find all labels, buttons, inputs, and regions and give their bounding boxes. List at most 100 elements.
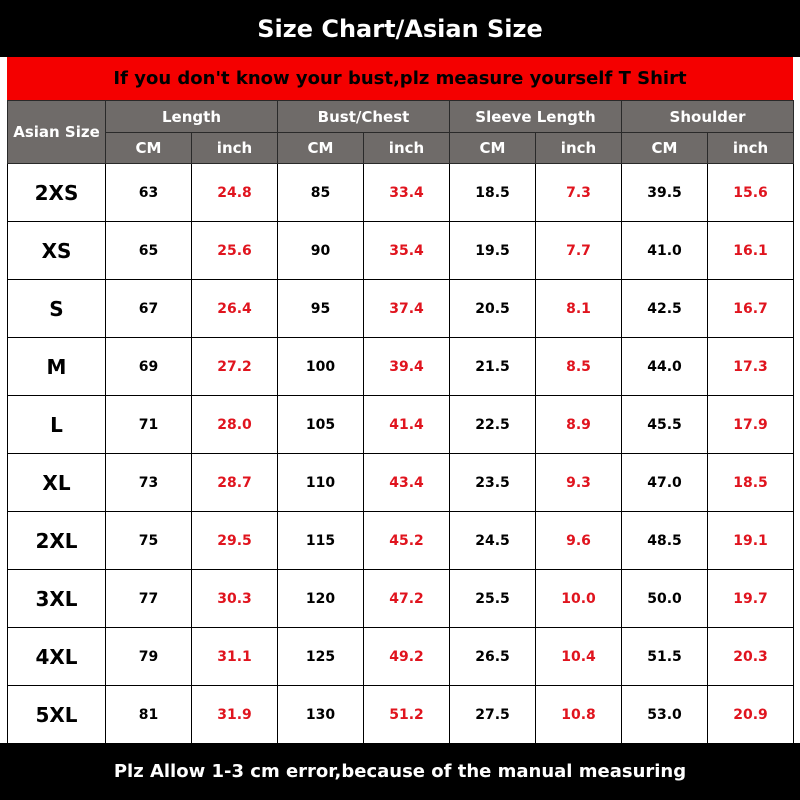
inch-value: 33.4 bbox=[363, 163, 450, 222]
unit-header: inch bbox=[191, 132, 278, 164]
cm-value: 120 bbox=[277, 569, 364, 628]
inch-value: 31.9 bbox=[191, 685, 278, 744]
cm-value: 100 bbox=[277, 337, 364, 396]
size-label: S bbox=[7, 279, 106, 338]
table-row: 2XL 75 29.5 115 45.2 24.5 9.6 48.5 19.1 bbox=[7, 511, 795, 570]
cm-value: 125 bbox=[277, 627, 364, 686]
cm-value: 90 bbox=[277, 221, 364, 280]
size-label: 2XL bbox=[7, 511, 106, 570]
inch-value: 24.8 bbox=[191, 163, 278, 222]
table-row: 4XL 79 31.1 125 49.2 26.5 10.4 51.5 20.3 bbox=[7, 627, 795, 686]
cm-value: 85 bbox=[277, 163, 364, 222]
unit-header: inch bbox=[706, 132, 795, 164]
cm-value: 63 bbox=[105, 163, 192, 222]
cm-value: 26.5 bbox=[449, 627, 536, 686]
inch-value: 39.4 bbox=[363, 337, 450, 396]
cm-value: 115 bbox=[277, 511, 364, 570]
unit-header: CM bbox=[621, 132, 708, 164]
cm-value: 75 bbox=[105, 511, 192, 570]
inch-value: 30.3 bbox=[191, 569, 278, 628]
cm-value: 27.5 bbox=[449, 685, 536, 744]
cm-value: 110 bbox=[277, 453, 364, 512]
inch-value: 17.9 bbox=[706, 395, 795, 454]
cm-value: 71 bbox=[105, 395, 192, 454]
cm-value: 23.5 bbox=[449, 453, 536, 512]
cm-value: 41.0 bbox=[621, 221, 708, 280]
cm-value: 20.5 bbox=[449, 279, 536, 338]
inch-value: 15.6 bbox=[706, 163, 795, 222]
table-row: M 69 27.2 100 39.4 21.5 8.5 44.0 17.3 bbox=[7, 337, 795, 396]
cm-value: 95 bbox=[277, 279, 364, 338]
inch-value: 9.3 bbox=[535, 453, 622, 512]
cm-value: 53.0 bbox=[621, 685, 708, 744]
inch-value: 9.6 bbox=[535, 511, 622, 570]
size-label: 5XL bbox=[7, 685, 106, 744]
cm-value: 105 bbox=[277, 395, 364, 454]
inch-value: 7.3 bbox=[535, 163, 622, 222]
inch-value: 8.9 bbox=[535, 395, 622, 454]
size-table: Asian Size Length Bust/Chest Sleeve Length… bbox=[7, 100, 795, 744]
size-label: XL bbox=[7, 453, 106, 512]
cm-value: 45.5 bbox=[621, 395, 708, 454]
inch-value: 25.6 bbox=[191, 221, 278, 280]
inch-value: 19.7 bbox=[706, 569, 795, 628]
inch-value: 8.1 bbox=[535, 279, 622, 338]
chart-title: Size Chart/Asian Size bbox=[0, 0, 800, 57]
unit-header: CM bbox=[449, 132, 536, 164]
group-header: Shoulder bbox=[620, 100, 795, 133]
inch-value: 35.4 bbox=[363, 221, 450, 280]
cm-value: 69 bbox=[105, 337, 192, 396]
cm-value: 51.5 bbox=[621, 627, 708, 686]
unit-header: inch bbox=[535, 132, 622, 164]
cm-value: 130 bbox=[277, 685, 364, 744]
inch-value: 37.4 bbox=[363, 279, 450, 338]
table-row: XL 73 28.7 110 43.4 23.5 9.3 47.0 18.5 bbox=[7, 453, 795, 512]
inch-value: 49.2 bbox=[363, 627, 450, 686]
inch-value: 19.1 bbox=[706, 511, 795, 570]
inch-value: 28.0 bbox=[191, 395, 278, 454]
inch-value: 41.4 bbox=[363, 395, 450, 454]
size-label: L bbox=[7, 395, 106, 454]
inch-value: 31.1 bbox=[191, 627, 278, 686]
inch-value: 10.8 bbox=[535, 685, 622, 744]
inch-value: 20.9 bbox=[706, 685, 795, 744]
size-label: XS bbox=[7, 221, 106, 280]
cm-value: 42.5 bbox=[621, 279, 708, 338]
cm-value: 65 bbox=[105, 221, 192, 280]
unit-header: inch bbox=[363, 132, 450, 164]
group-header: Bust/Chest bbox=[277, 100, 450, 133]
measure-notice: If you don't know your bust,plz measure … bbox=[7, 57, 793, 100]
inch-value: 10.0 bbox=[535, 569, 622, 628]
size-label: 2XS bbox=[7, 163, 106, 222]
size-label: 4XL bbox=[7, 627, 106, 686]
table-row: S 67 26.4 95 37.4 20.5 8.1 42.5 16.7 bbox=[7, 279, 795, 338]
cm-value: 25.5 bbox=[449, 569, 536, 628]
size-column-header: Asian Size bbox=[7, 100, 106, 164]
inch-value: 43.4 bbox=[363, 453, 450, 512]
cm-value: 50.0 bbox=[621, 569, 708, 628]
cm-value: 19.5 bbox=[449, 221, 536, 280]
inch-value: 10.4 bbox=[535, 627, 622, 686]
cm-value: 21.5 bbox=[449, 337, 536, 396]
cm-value: 73 bbox=[105, 453, 192, 512]
size-label: 3XL bbox=[7, 569, 106, 628]
inch-value: 28.7 bbox=[191, 453, 278, 512]
inch-value: 18.5 bbox=[706, 453, 795, 512]
cm-value: 18.5 bbox=[449, 163, 536, 222]
cm-value: 24.5 bbox=[449, 511, 536, 570]
cm-value: 48.5 bbox=[621, 511, 708, 570]
inch-value: 20.3 bbox=[706, 627, 795, 686]
inch-value: 29.5 bbox=[191, 511, 278, 570]
table-row: 2XS 63 24.8 85 33.4 18.5 7.3 39.5 15.6 bbox=[7, 163, 795, 222]
inch-value: 17.3 bbox=[706, 337, 795, 396]
cm-value: 39.5 bbox=[621, 163, 708, 222]
cm-value: 79 bbox=[105, 627, 192, 686]
inch-value: 16.7 bbox=[706, 279, 795, 338]
unit-header: CM bbox=[105, 132, 192, 164]
table-row: L 71 28.0 105 41.4 22.5 8.9 45.5 17.9 bbox=[7, 395, 795, 454]
table-row: 5XL 81 31.9 130 51.2 27.5 10.8 53.0 20.9 bbox=[7, 685, 795, 744]
inch-value: 8.5 bbox=[535, 337, 622, 396]
cm-value: 81 bbox=[105, 685, 192, 744]
inch-value: 7.7 bbox=[535, 221, 622, 280]
cm-value: 47.0 bbox=[621, 453, 708, 512]
